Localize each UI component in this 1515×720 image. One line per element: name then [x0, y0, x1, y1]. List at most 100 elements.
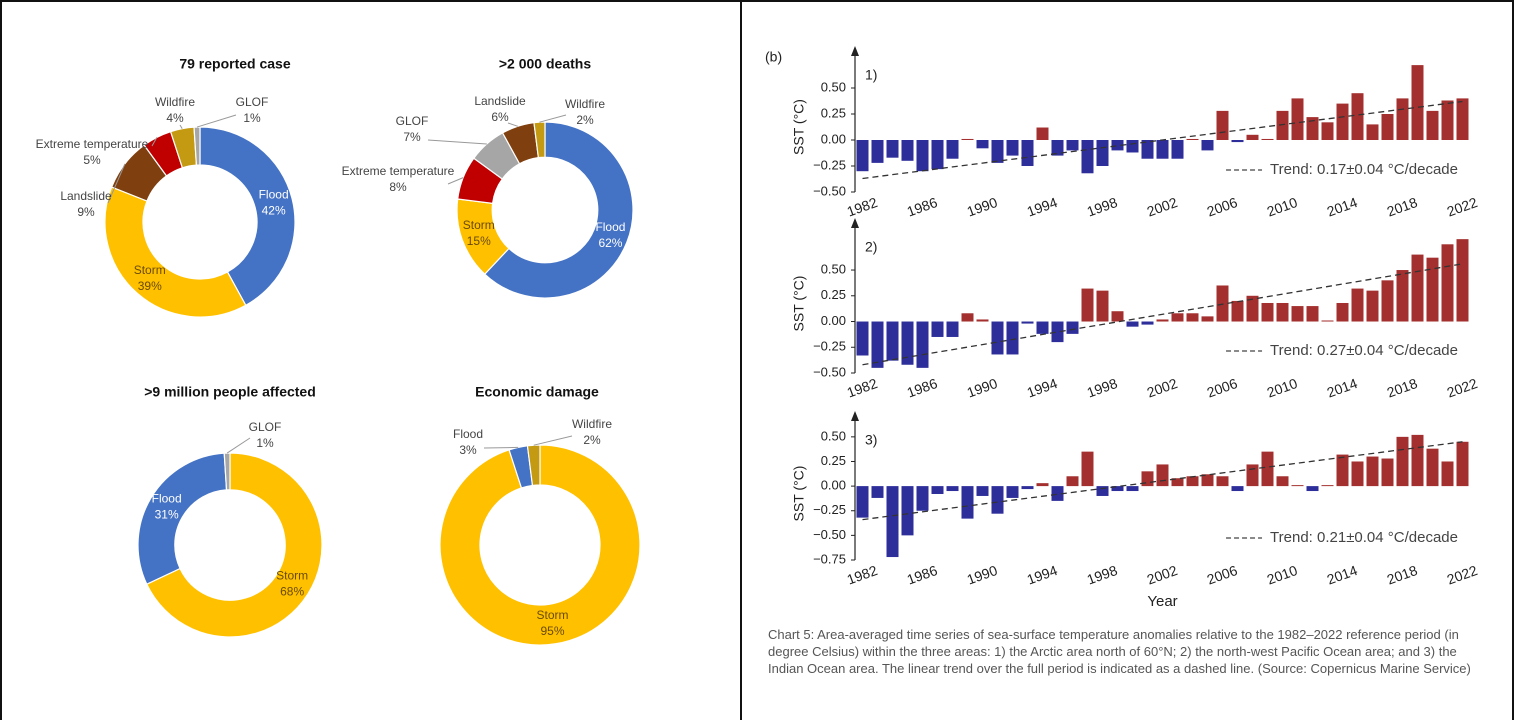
- bar: [1352, 93, 1364, 140]
- bar: [1337, 455, 1349, 487]
- x-tick-label: 2006: [1205, 562, 1240, 588]
- bar: [1442, 461, 1454, 486]
- bar: [1277, 303, 1289, 322]
- segment-label: Wildfire: [155, 95, 195, 109]
- bar: [1082, 452, 1094, 486]
- bar: [947, 140, 959, 159]
- y-tick-label: 0.00: [821, 478, 846, 493]
- x-tick-label: 2022: [1445, 562, 1480, 588]
- bar: [1082, 289, 1094, 322]
- bar: [1022, 322, 1034, 324]
- bar: [1157, 319, 1169, 321]
- bar: [1232, 140, 1244, 142]
- y-tick-label: 0.50: [821, 261, 846, 276]
- y-tick-label: −0.50: [813, 183, 846, 198]
- segment-label: Wildfire: [572, 417, 612, 431]
- bar: [1067, 140, 1079, 150]
- bar: [1172, 140, 1184, 159]
- bar: [1217, 476, 1229, 486]
- y-tick-label: −0.50: [813, 527, 846, 542]
- segment-value: 2%: [583, 433, 601, 447]
- segment-label: GLOF: [249, 420, 282, 434]
- x-tick-label: 1982: [845, 562, 880, 588]
- x-tick-label: 2002: [1145, 194, 1180, 220]
- bar: [1337, 303, 1349, 322]
- x-tick-label: 1994: [1025, 194, 1060, 220]
- bar: [1367, 291, 1379, 322]
- bar: [1022, 140, 1034, 166]
- bar: [1127, 486, 1139, 491]
- segment-value: 68%: [280, 585, 304, 599]
- bar: [992, 486, 1004, 514]
- bar: [1427, 111, 1439, 140]
- bar: [1307, 306, 1319, 321]
- segment-value: 15%: [467, 234, 491, 248]
- y-tick-label: 0.25: [821, 453, 846, 468]
- bar: [947, 322, 959, 337]
- bar: [1187, 313, 1199, 321]
- bar: [1142, 471, 1154, 486]
- segment-label: Flood: [152, 492, 182, 506]
- bar: [1007, 486, 1019, 498]
- bar: [1202, 316, 1214, 321]
- bar: [1262, 452, 1274, 486]
- bar: [932, 140, 944, 169]
- x-tick-label: 1982: [845, 194, 880, 220]
- bar: [992, 140, 1004, 163]
- bar: [1112, 311, 1124, 321]
- x-tick-label: 2006: [1205, 194, 1240, 220]
- bar: [1097, 486, 1109, 496]
- panel-number: 1): [865, 67, 877, 83]
- panel-number: 2): [865, 239, 877, 255]
- bar: [1397, 98, 1409, 140]
- bar: [932, 486, 944, 494]
- x-tick-label: 1998: [1085, 375, 1120, 401]
- bar: [1382, 280, 1394, 321]
- x-tick-label: 1990: [965, 375, 1000, 401]
- segment-label: Extreme temperature: [342, 164, 455, 178]
- bar: [1022, 486, 1034, 489]
- segment-label: Flood: [595, 220, 625, 234]
- donut-segment: [138, 453, 227, 584]
- y-tick-label: 0.00: [821, 131, 846, 146]
- x-tick-label: 1990: [965, 562, 1000, 588]
- bar: [917, 322, 929, 368]
- bar: [1442, 100, 1454, 140]
- segment-value: 3%: [459, 443, 477, 457]
- bar: [1457, 98, 1469, 140]
- bar: [1127, 140, 1139, 152]
- y-axis-arrow: [851, 46, 859, 56]
- bar: [872, 322, 884, 368]
- bar: [1277, 476, 1289, 486]
- x-tick-label: 2022: [1445, 375, 1480, 401]
- x-tick-label: 2018: [1385, 194, 1420, 220]
- segment-value: 39%: [138, 279, 162, 293]
- bar: [1187, 139, 1199, 140]
- bar: [857, 140, 869, 171]
- bar: [962, 486, 974, 519]
- chart-title: >2 000 deaths: [499, 56, 591, 72]
- slide: (b) 79 reported caseFlood42%Storm39%Land…: [0, 0, 1515, 720]
- bar: [1262, 139, 1274, 140]
- segment-value: 42%: [262, 203, 286, 217]
- leader-line: [534, 436, 572, 445]
- segment-label: GLOF: [396, 114, 429, 128]
- segment-value: 8%: [389, 180, 407, 194]
- bar: [1292, 306, 1304, 321]
- segment-label: Storm: [276, 569, 308, 583]
- y-axis-arrow: [851, 218, 859, 228]
- bar: [887, 140, 899, 158]
- y-axis-arrow: [851, 411, 859, 421]
- x-tick-label: 1994: [1025, 375, 1060, 401]
- bar: [902, 140, 914, 161]
- x-tick-label: 2018: [1385, 562, 1420, 588]
- y-tick-label: 0.50: [821, 428, 846, 443]
- segment-value: 31%: [155, 508, 179, 522]
- segment-label: Storm: [463, 218, 495, 232]
- bar: [1292, 98, 1304, 140]
- x-tick-label: 1986: [905, 562, 940, 588]
- segment-value: 2%: [576, 113, 594, 127]
- x-tick-label: 2014: [1325, 562, 1360, 588]
- bar: [1367, 457, 1379, 487]
- segment-value: 7%: [403, 130, 421, 144]
